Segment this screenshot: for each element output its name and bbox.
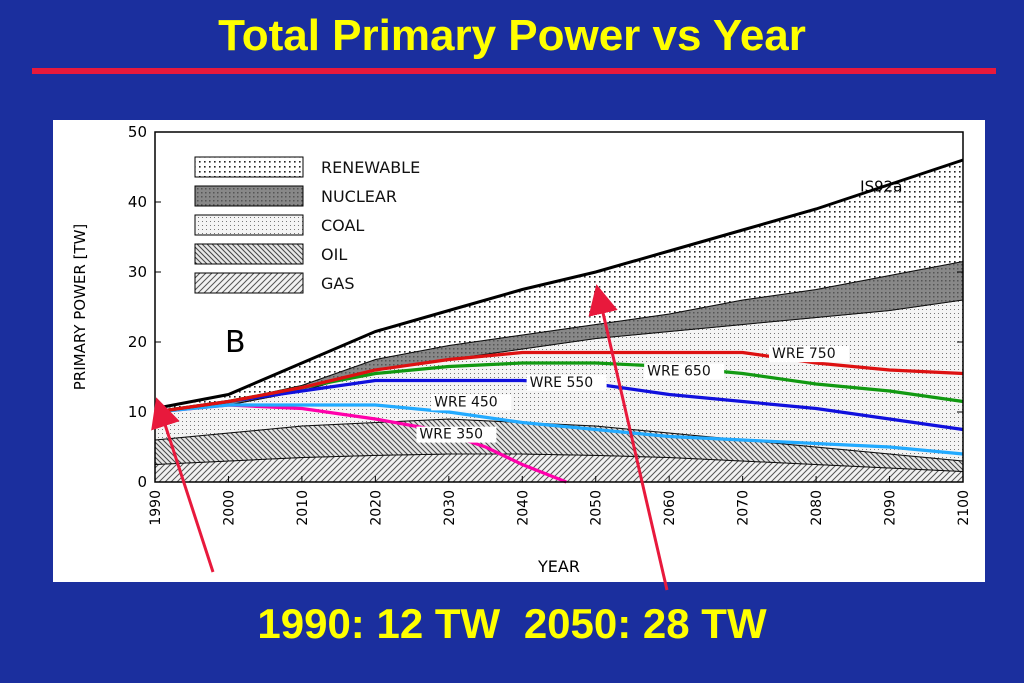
caption: 1990: 12 TW 2050: 28 TW bbox=[0, 598, 1024, 650]
x-tick-label: 2080 bbox=[809, 490, 825, 526]
legend-label-gas: GAS bbox=[321, 274, 355, 293]
legend-label-nuclear: NUCLEAR bbox=[321, 187, 397, 206]
y-tick-label: 10 bbox=[128, 403, 147, 421]
y-tick-label: 40 bbox=[128, 193, 147, 211]
scenario-line-wre-750 bbox=[154, 350, 964, 414]
legend-swatch-nuclear bbox=[194, 185, 304, 207]
legend-label-oil: OIL bbox=[321, 245, 347, 264]
caption-2050: 2050: 28 TW bbox=[523, 600, 767, 647]
x-tick-label: 2010 bbox=[295, 490, 311, 526]
y-tick-label: 0 bbox=[137, 473, 147, 491]
legend-swatch-coal bbox=[194, 214, 304, 236]
x-tick-label: 2050 bbox=[589, 490, 605, 526]
scenario-label-bg bbox=[644, 363, 725, 380]
callout-arrow-2050 bbox=[588, 284, 669, 591]
y-tick-label: 30 bbox=[128, 263, 147, 281]
legend: RENEWABLE NUCLEAR COAL OIL GAS bbox=[194, 156, 420, 294]
total-line-is92a bbox=[154, 158, 964, 410]
y-axis-label: PRIMARY POWER [TW] bbox=[71, 224, 89, 391]
scenario-line-wre-450 bbox=[154, 403, 964, 456]
caption-1990: 1990: 12 TW bbox=[257, 600, 501, 647]
x-tick-label: 2090 bbox=[883, 490, 899, 526]
chart-panel: 0 10 20 30 40 50 1990 2000 2010 2020 2030 2040 2050 2… bbox=[53, 120, 985, 582]
scenario-label-wre-350: WRE 350 bbox=[419, 427, 483, 443]
scenario-label-bg bbox=[431, 394, 512, 411]
x-tick-label: 2030 bbox=[442, 490, 458, 526]
legend-swatch-renewable bbox=[194, 156, 304, 178]
slide-title: Total Primary Power vs Year bbox=[218, 11, 806, 60]
chart-labels: WRE 350 WRE 450 WRE 550 WRE 650 WRE 750 B IS92… bbox=[225, 178, 902, 443]
scenario-label-wre-450: WRE 450 bbox=[434, 394, 498, 410]
scenario-label-bg bbox=[769, 346, 850, 363]
is92a-label: IS92a bbox=[860, 178, 902, 196]
callout-arrow-1990 bbox=[151, 397, 215, 573]
legend-label-coal: COAL bbox=[321, 216, 364, 235]
scenario-label-bg bbox=[416, 426, 497, 443]
x-tick-label: 2020 bbox=[368, 490, 384, 526]
x-tick-label: 2100 bbox=[956, 490, 972, 526]
legend-swatch-gas bbox=[194, 272, 304, 294]
y-tick-label: 50 bbox=[128, 123, 147, 141]
x-tick-label: 1990 bbox=[148, 490, 164, 526]
x-tick-label: 2000 bbox=[221, 490, 237, 526]
scenario-label-wre-750: WRE 750 bbox=[772, 346, 836, 362]
x-axis-label: YEAR bbox=[537, 557, 580, 576]
scenario-label-wre-650: WRE 650 bbox=[647, 364, 711, 380]
y-tick-label: 20 bbox=[128, 333, 147, 351]
plot-frame bbox=[154, 131, 964, 483]
scenario-label-wre-550: WRE 550 bbox=[530, 375, 594, 391]
scenario-label-bg bbox=[526, 374, 607, 391]
x-tick-label: 2060 bbox=[662, 490, 678, 526]
x-tick-label: 2040 bbox=[515, 490, 531, 526]
title-divider bbox=[32, 68, 996, 74]
legend-label-renewable: RENEWABLE bbox=[321, 158, 420, 177]
panel-label: B bbox=[225, 325, 246, 360]
legend-swatch-oil bbox=[194, 243, 304, 265]
x-tick-label: 2070 bbox=[736, 490, 752, 526]
